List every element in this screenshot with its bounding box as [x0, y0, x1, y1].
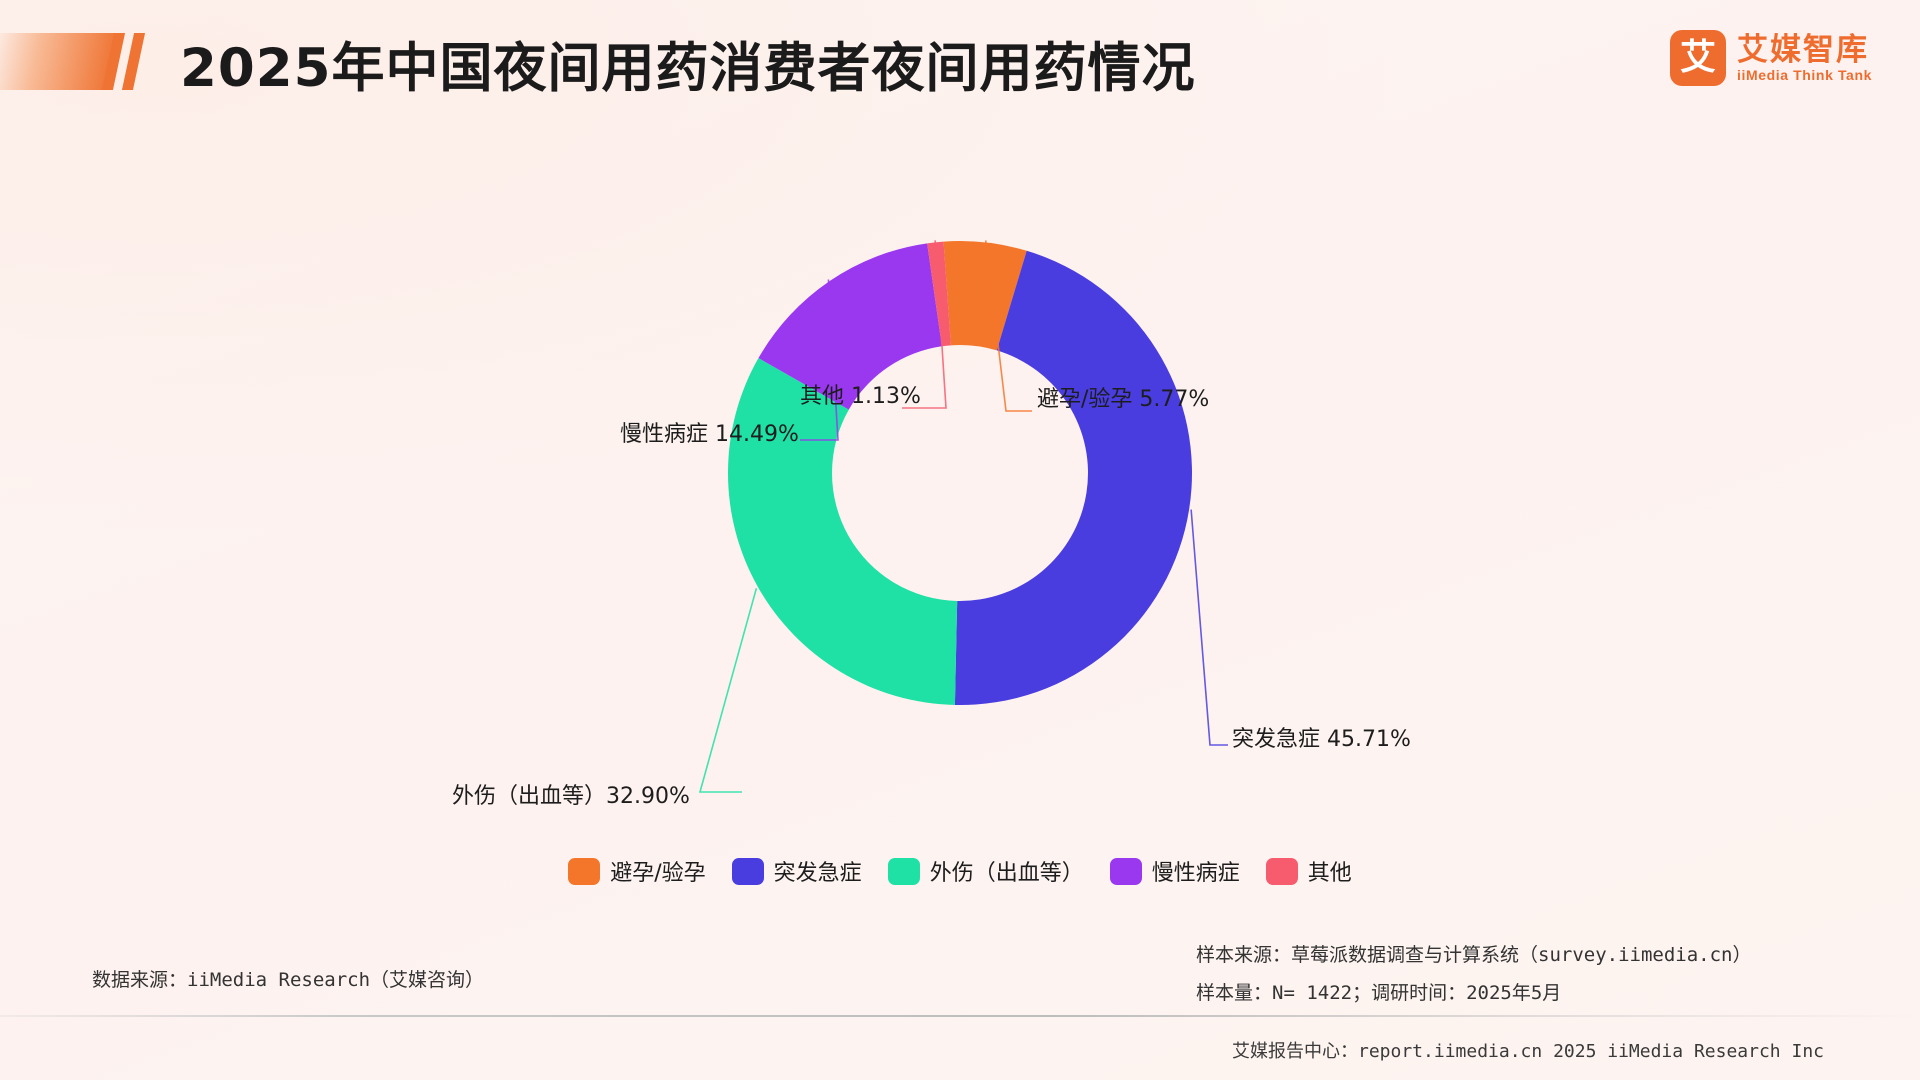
footer-sample-size: 样本量：N= 1422；调研时间：2025年5月 [1196, 982, 1562, 1004]
legend-item[interactable]: 外伤（出血等） [887, 855, 1084, 887]
leader-line [1190, 509, 1228, 746]
slice-label-chronic: 慢性病症 14.49% [620, 422, 799, 447]
footer-data-source: 数据来源：iiMedia Research（艾媒咨询） [92, 969, 485, 991]
brand-mark-icon: 艾 [1669, 30, 1726, 86]
legend-item-label: 慢性病症 [1151, 861, 1240, 886]
brand-logo: 艾 艾媒智库 iiMedia Think Tank [1669, 30, 1872, 86]
legend-item-label: 突发急症 [773, 861, 862, 886]
legend-item-label: 外伤（出血等） [929, 861, 1084, 886]
legend-swatch-icon [1109, 857, 1142, 885]
footer-report-center: 艾媒报告中心：report.iimedia.cn 2025 iiMedia Re… [1232, 1041, 1824, 1062]
legend-item[interactable]: 慢性病症 [1109, 855, 1240, 887]
legend-item-label: 避孕/验孕 [610, 861, 706, 886]
donut-slice[interactable] [954, 250, 1192, 705]
donut-slice[interactable] [943, 241, 1027, 351]
chart-legend: 避孕/验孕 突发急症 外伤（出血等） 慢性病症 其他 [0, 855, 1920, 887]
footer-divider [0, 1015, 1920, 1017]
brand-text: 艾媒智库 iiMedia Think Tank [1737, 34, 1872, 83]
legend-item[interactable]: 避孕/验孕 [568, 855, 706, 887]
donut-slice[interactable] [727, 358, 958, 705]
legend-swatch-icon [887, 857, 920, 885]
title-accent-bar [0, 33, 121, 90]
footer-sample-block: 样本来源：草莓派数据调查与计算系统（survey.iimedia.cn） 样本量… [1196, 940, 1751, 1005]
page-header: 2025年中国夜间用药消费者夜间用药情况 艾 艾媒智库 iiMedia Thin… [0, 0, 1920, 130]
donut-slice-group [727, 241, 1192, 705]
title-accent-slash-2 [121, 33, 146, 90]
leader-line-group [698, 240, 1228, 793]
legend-swatch-icon [568, 857, 601, 885]
donut-chart-svg [698, 240, 1228, 793]
brand-name-en: iiMedia Think Tank [1736, 67, 1872, 84]
leader-line [902, 240, 947, 409]
slice-label-trauma: 外伤（出血等）32.90% [452, 784, 690, 809]
brand-name-cn: 艾媒智库 [1736, 31, 1869, 68]
leader-line [800, 279, 839, 441]
legend-swatch-icon [731, 857, 764, 885]
leader-line [984, 240, 1032, 412]
page-title: 2025年中国夜间用药消费者夜间用药情况 [180, 38, 1196, 99]
leader-line [698, 588, 758, 793]
footer-sample-source: 样本来源：草莓派数据调查与计算系统（survey.iimedia.cn） [1196, 944, 1752, 966]
legend-item-label: 其他 [1307, 861, 1352, 886]
slice-label-contraception: 避孕/验孕 5.77% [1037, 387, 1210, 412]
legend-swatch-icon [1265, 857, 1298, 885]
slice-label-other: 其他 1.13% [800, 384, 921, 409]
legend-item[interactable]: 突发急症 [731, 855, 862, 887]
donut-slice[interactable] [758, 243, 942, 410]
donut-chart: 其他 1.13% 慢性病症 14.49% 避孕/验孕 5.77% 突发急症 45… [0, 130, 1920, 830]
slice-label-emergency: 突发急症 45.71% [1232, 727, 1411, 752]
legend-item[interactable]: 其他 [1265, 855, 1352, 887]
